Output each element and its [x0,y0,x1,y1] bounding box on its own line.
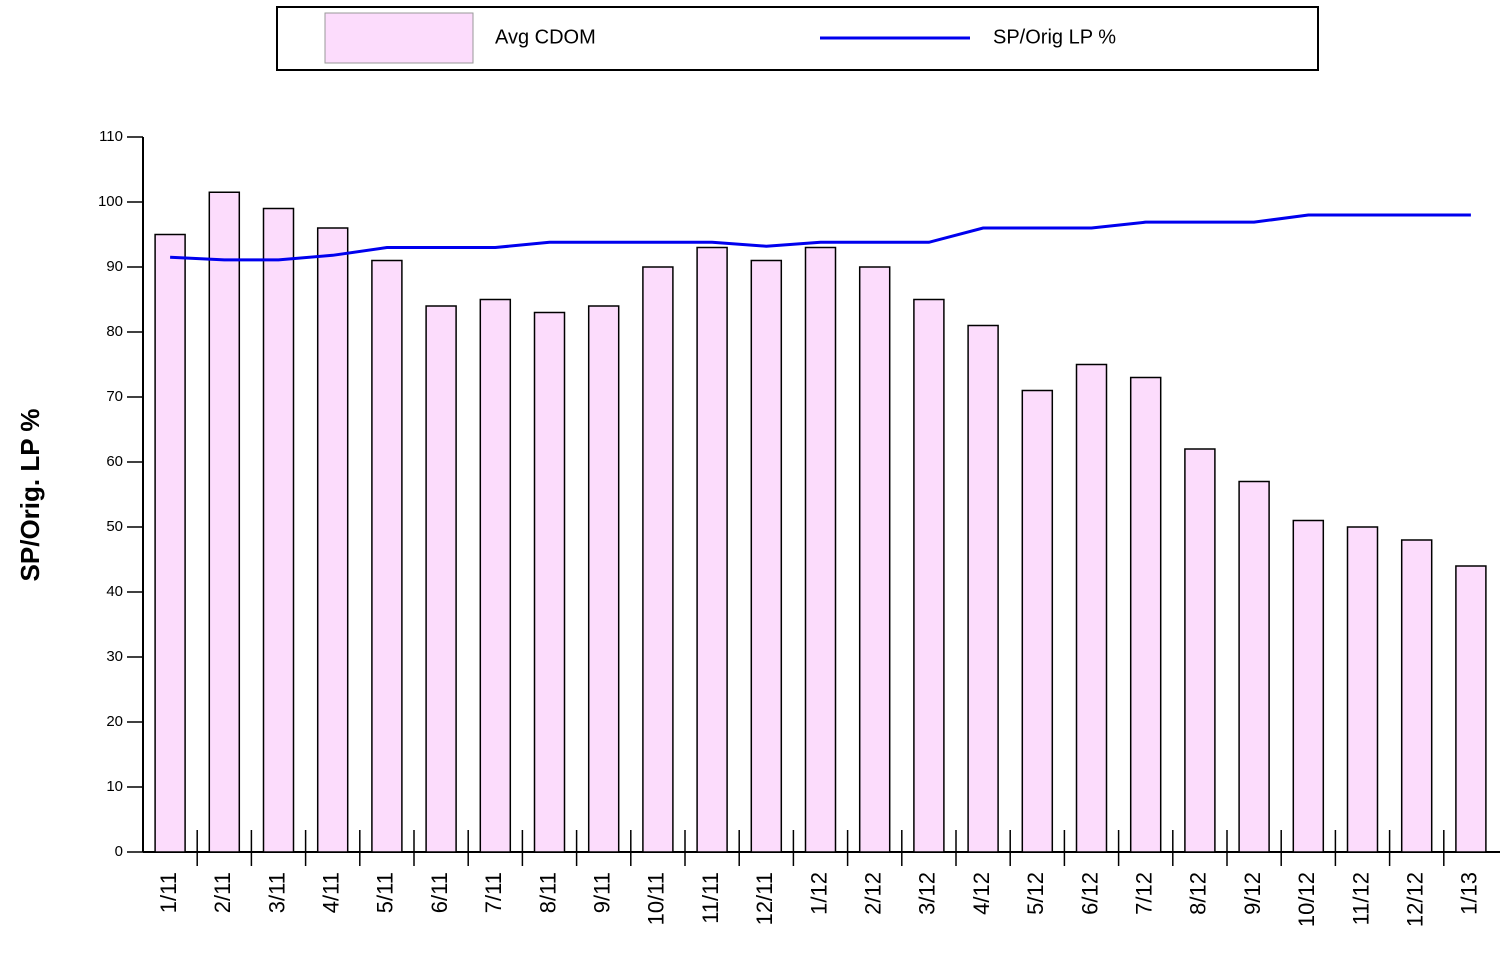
bar [262,207,295,853]
bar [479,298,512,853]
x-tick-label: 11/11 [698,872,723,924]
x-tick-label: 5/11 [373,872,398,913]
y-tick-label: 110 [99,128,123,145]
y-axis-title: SP/Orig. LP % [15,409,45,582]
bar [967,324,999,853]
legend-label: Avg CDOM [495,26,596,48]
y-tick-label: 60 [106,453,123,470]
bar [642,266,674,853]
bar [371,259,403,853]
x-tick-label: 10/12 [1294,872,1319,927]
bar [1021,389,1054,853]
bar [154,233,186,853]
bar [1346,526,1379,853]
bar [1129,376,1162,853]
x-tick-label: 2/11 [210,872,235,913]
x-tick-label: 9/12 [1240,872,1265,915]
x-tick-label: 5/12 [1023,872,1048,915]
x-tick-label: 10/11 [644,872,669,925]
bar [858,266,891,853]
x-tick-label: 1/12 [806,872,831,915]
y-tick-label: 80 [106,323,123,340]
y-tick-label: 90 [106,258,123,275]
line [170,213,1471,262]
bar [1238,480,1270,853]
y-tick-label: 20 [106,713,123,730]
legend-swatch [324,12,474,64]
y-tick-label: 0 [115,843,123,860]
bar [587,305,620,853]
x-tick-label: 12/12 [1403,872,1428,927]
bar [1400,539,1433,853]
bar [1292,519,1325,853]
legend-label: SP/Orig LP % [993,26,1116,48]
bar [696,246,728,853]
x-tick-label: 1/11 [156,872,181,913]
bar [316,227,349,853]
x-tick-label: 6/11 [427,872,452,913]
x-tick-label: 1/13 [1457,872,1482,915]
y-tick-label: 100 [98,193,123,210]
x-tick-label: 7/12 [1132,872,1157,915]
y-tick-label: 70 [106,388,123,405]
x-tick-label: 4/12 [969,872,994,915]
bar [1455,565,1487,853]
x-tick-label: 6/12 [1077,872,1102,915]
x-tick-label: 4/11 [319,872,344,913]
y-tick-label: 30 [106,648,123,665]
x-tick-label: 11/12 [1348,872,1373,925]
x-tick-label: 9/11 [590,872,615,913]
bar [913,298,945,853]
bar [208,191,241,853]
bar [533,311,566,853]
y-tick-label: 10 [106,778,123,795]
bar [425,305,457,853]
y-tick-label: 40 [106,583,123,600]
bar [804,246,837,853]
bar [1184,448,1216,853]
bar [750,259,783,853]
y-tick-label: 50 [106,518,123,535]
x-tick-label: 3/12 [915,872,940,915]
x-tick-label: 8/11 [535,872,560,913]
bar [1075,363,1108,853]
x-tick-label: 8/12 [1186,872,1211,915]
x-tick-label: 3/11 [264,872,289,913]
x-tick-label: 7/11 [481,872,506,913]
x-tick-label: 12/11 [752,872,777,925]
x-tick-label: 2/12 [861,872,886,915]
